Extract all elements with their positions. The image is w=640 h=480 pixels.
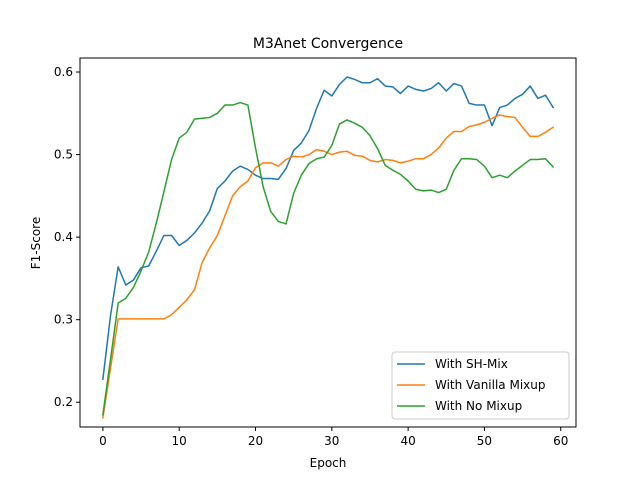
- x-tick-label: 20: [248, 434, 263, 448]
- y-tick-label: 0.5: [54, 148, 73, 162]
- y-tick-label: 0.3: [54, 313, 73, 327]
- series-line-1: [102, 114, 555, 419]
- plot-frame: [79, 57, 577, 428]
- y-tick-label: 0.4: [54, 230, 73, 244]
- x-tick-label: 50: [477, 434, 492, 448]
- x-tick-label: 40: [400, 434, 415, 448]
- y-axis-ticks: 0.2 0.3 0.4 0.5 0.6: [54, 65, 80, 409]
- legend-box: [391, 351, 570, 420]
- series-line-2: [102, 101, 555, 416]
- chart-title: M3Anet Convergence: [253, 36, 403, 52]
- x-tick-label: 0: [99, 434, 107, 448]
- y-tick-label: 0.6: [54, 65, 73, 79]
- series-layer: [102, 76, 555, 419]
- legend-label-2: With No Mixup: [435, 399, 522, 413]
- y-axis-label: F1-Score: [29, 217, 43, 269]
- x-tick-label: 10: [172, 434, 187, 448]
- series-line-0: [102, 76, 555, 380]
- x-axis-label: Epoch: [310, 456, 347, 470]
- x-tick-label: 30: [324, 434, 339, 448]
- legend-label-1: With Vanilla Mixup: [435, 378, 545, 392]
- legend-label-0: With SH-Mix: [435, 357, 508, 371]
- y-tick-label: 0.2: [54, 395, 73, 409]
- legend: With SH-Mix With Vanilla Mixup With No Mix…: [391, 351, 570, 420]
- x-tick-label: 60: [553, 434, 568, 448]
- x-axis-ticks: 0 10 20 30 40 50 60: [99, 427, 568, 448]
